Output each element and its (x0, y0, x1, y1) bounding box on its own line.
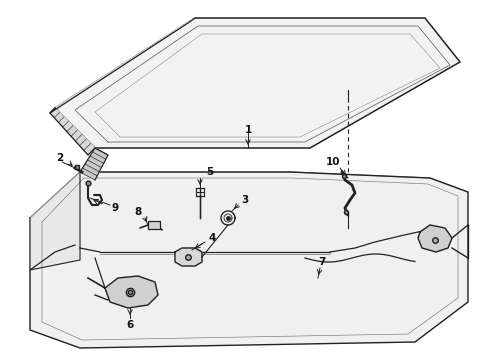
Polygon shape (418, 225, 452, 252)
Text: 3: 3 (242, 195, 248, 205)
Text: 5: 5 (206, 167, 214, 177)
Text: 1: 1 (245, 125, 252, 135)
Text: 8: 8 (134, 207, 142, 217)
Polygon shape (30, 172, 80, 270)
Polygon shape (30, 172, 468, 348)
Polygon shape (175, 248, 202, 266)
Polygon shape (80, 148, 108, 180)
Text: 4: 4 (208, 233, 216, 243)
Text: 7: 7 (318, 257, 326, 267)
Text: 6: 6 (126, 320, 134, 330)
Text: 10: 10 (326, 157, 340, 167)
Text: 9: 9 (111, 203, 119, 213)
Text: 2: 2 (56, 153, 64, 163)
Polygon shape (55, 18, 460, 148)
Polygon shape (50, 18, 195, 113)
Polygon shape (50, 108, 95, 155)
Polygon shape (105, 276, 158, 308)
Bar (148, 221, 160, 229)
